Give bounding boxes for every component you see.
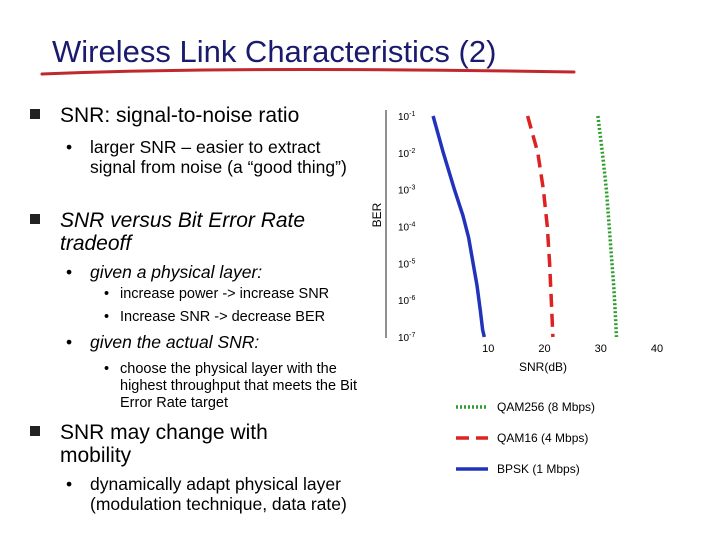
square-bullet-icon <box>30 214 40 224</box>
y-tick-label: 10-7 <box>398 332 415 344</box>
x-tick-labels: 10 20 30 40 <box>482 343 663 355</box>
title-underline <box>40 68 576 76</box>
y-tick-label: 10-6 <box>398 295 415 307</box>
series-line-0 <box>596 115 619 338</box>
x-tick-label: 10 <box>482 343 494 355</box>
y-tick-labels: 10-1 10-2 10-3 10-4 10-5 10-6 10-7 <box>398 111 415 344</box>
x-tick-label: 30 <box>595 343 607 355</box>
dot-bullet-icon: • <box>104 286 110 302</box>
legend: QAM256 (8 Mbps) QAM16 (4 Mbps) BPSK (1 Mbp… <box>456 400 595 476</box>
square-bullet-icon <box>30 426 40 436</box>
page-title: Wireless Link Characteristics (2) <box>52 34 497 69</box>
square-bullet-icon <box>30 109 40 119</box>
x-tick-label: 40 <box>651 343 663 355</box>
dot-bullet-icon: • <box>66 137 73 157</box>
series-line-2 <box>431 115 487 338</box>
y-tick-label: 10-5 <box>398 258 415 270</box>
y-axis-label: BER <box>370 202 384 227</box>
series-line-1 <box>525 115 555 338</box>
dot-bullet-icon: • <box>104 309 110 325</box>
dot-bullet-icon: • <box>104 361 110 377</box>
dot-bullet-icon: • <box>66 332 73 352</box>
y-tick-label: 10-2 <box>398 148 415 160</box>
dot-bullet-icon: • <box>66 262 73 282</box>
x-tick-label: 20 <box>538 343 550 355</box>
y-tick-label: 10-1 <box>398 111 415 123</box>
legend-label: BPSK (1 Mbps) <box>497 462 580 476</box>
legend-label: QAM256 (8 Mbps) <box>497 400 595 414</box>
legend-label: QAM16 (4 Mbps) <box>497 431 588 445</box>
y-tick-label: 10-3 <box>398 185 415 197</box>
bullet-list: SNR: signal-to-noise ratio • larger SNR … <box>30 104 357 514</box>
dot-bullet-icon: • <box>66 474 73 494</box>
y-tick-label: 10-4 <box>398 222 415 234</box>
series-lines <box>431 115 619 338</box>
x-axis-label: SNR(dB) <box>519 360 567 374</box>
